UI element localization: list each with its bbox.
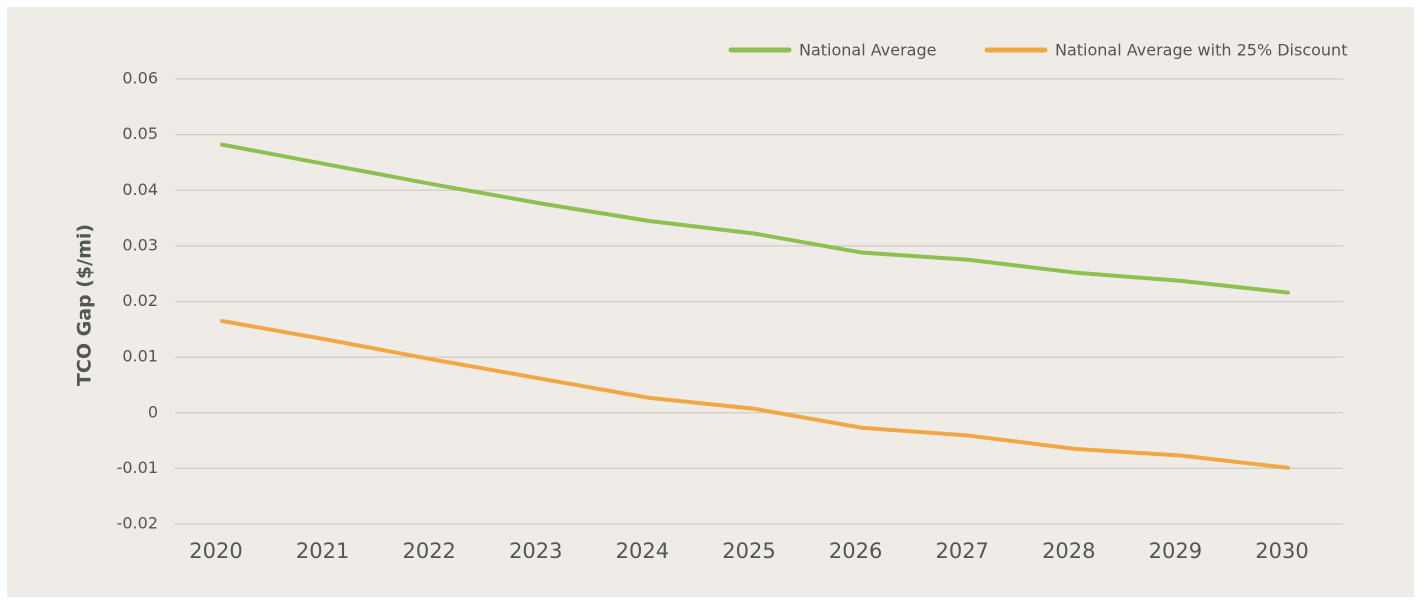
y-tick-label: -0.02 bbox=[117, 514, 158, 533]
y-tick-label: -0.01 bbox=[117, 458, 158, 477]
x-tick-label: 2026 bbox=[829, 539, 882, 563]
x-tick-label: 2030 bbox=[1255, 539, 1308, 563]
y-tick-label: 0.02 bbox=[122, 291, 158, 310]
y-tick-label: 0.05 bbox=[122, 124, 158, 143]
x-tick-label: 2028 bbox=[1042, 539, 1095, 563]
line-series bbox=[220, 142, 1290, 295]
y-tick-label: 0.03 bbox=[122, 235, 158, 254]
y-tick-label: 0.06 bbox=[122, 69, 158, 88]
x-tick-label: 2020 bbox=[189, 539, 242, 563]
x-tick-label: 2021 bbox=[296, 539, 349, 563]
x-tick-label: 2024 bbox=[616, 539, 669, 563]
x-tick-label: 2029 bbox=[1149, 539, 1202, 563]
y-tick-label: 0.01 bbox=[122, 347, 158, 366]
x-tick-label: 2025 bbox=[722, 539, 775, 563]
legend-label: National Average with 25% Discount bbox=[1055, 41, 1347, 60]
line-series bbox=[220, 318, 1290, 470]
y-tick-label: 0 bbox=[148, 402, 158, 421]
x-tick-label: 2022 bbox=[402, 539, 455, 563]
x-tick-label: 2023 bbox=[509, 539, 562, 563]
legend-label: National Average bbox=[799, 41, 936, 60]
x-tick-label: 2027 bbox=[935, 539, 988, 563]
y-tick-label: 0.04 bbox=[122, 180, 158, 199]
y-axis-label: TCO Gap ($/mi) bbox=[74, 224, 96, 386]
